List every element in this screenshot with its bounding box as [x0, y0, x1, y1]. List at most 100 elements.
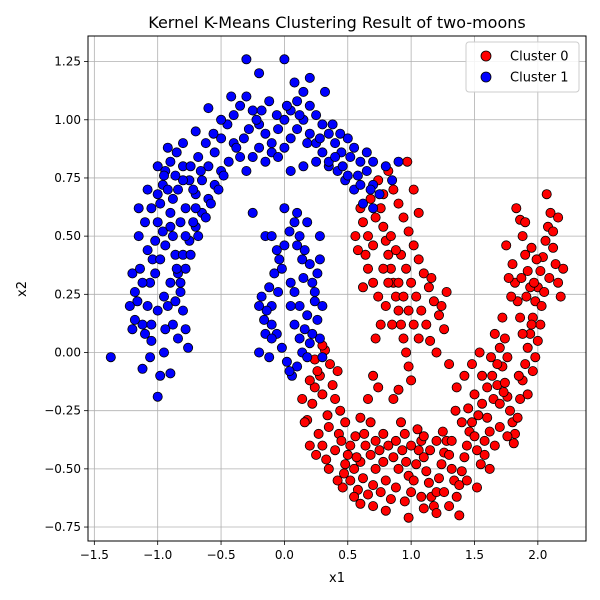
data-point-cluster-0: [485, 352, 496, 363]
data-point-cluster-1: [137, 363, 148, 374]
data-point-cluster-0: [508, 438, 519, 449]
data-point-cluster-0: [393, 277, 404, 288]
data-point-cluster-0: [517, 231, 528, 242]
data-point-cluster-1: [209, 147, 220, 158]
data-point-cluster-1: [180, 203, 191, 214]
data-point-cluster-0: [412, 424, 423, 435]
data-point-cluster-0: [330, 445, 341, 456]
data-point-cluster-1: [314, 254, 325, 265]
data-point-cluster-0: [520, 217, 531, 228]
data-point-cluster-0: [489, 440, 500, 451]
data-point-cluster-1: [323, 128, 334, 139]
data-point-cluster-0: [501, 240, 512, 251]
data-point-cluster-1: [317, 300, 328, 311]
data-point-cluster-1: [155, 198, 166, 209]
data-point-cluster-0: [454, 480, 465, 491]
data-point-cluster-0: [357, 217, 368, 228]
data-point-cluster-1: [349, 142, 360, 153]
data-point-cluster-0: [413, 207, 424, 218]
data-point-cluster-0: [362, 263, 373, 274]
data-point-cluster-0: [535, 319, 546, 330]
data-point-cluster-0: [337, 482, 348, 493]
data-point-cluster-0: [511, 203, 522, 214]
data-point-cluster-0: [408, 240, 419, 251]
data-point-cluster-1: [235, 151, 246, 162]
data-point-cluster-1: [298, 161, 309, 172]
data-point-cluster-1: [374, 189, 385, 200]
data-point-cluster-1: [165, 277, 176, 288]
data-point-cluster-0: [522, 265, 533, 276]
data-point-cluster-1: [193, 151, 204, 162]
data-point-cluster-1: [139, 328, 150, 339]
data-point-cluster-1: [152, 217, 163, 228]
y-tick-label: 0.50: [54, 229, 81, 243]
data-point-cluster-0: [504, 405, 515, 416]
data-point-cluster-0: [482, 412, 493, 423]
data-point-cluster-0: [411, 291, 422, 302]
data-point-cluster-0: [482, 382, 493, 393]
data-point-cluster-0: [418, 431, 429, 442]
data-point-cluster-0: [340, 459, 351, 470]
data-point-cluster-0: [357, 473, 368, 484]
data-point-cluster-0: [378, 263, 389, 274]
data-point-cluster-0: [421, 466, 432, 477]
data-point-cluster-1: [226, 91, 237, 102]
data-point-cluster-0: [322, 410, 333, 421]
data-point-cluster-1: [162, 142, 173, 153]
data-point-cluster-0: [436, 459, 447, 470]
data-point-cluster-1: [243, 124, 254, 135]
data-point-cluster-0: [536, 300, 547, 311]
data-point-cluster-1: [158, 347, 169, 358]
data-point-cluster-0: [365, 417, 376, 428]
data-point-cluster-1: [294, 300, 305, 311]
y-tick-label: 0.25: [54, 287, 81, 301]
data-point-cluster-1: [165, 221, 176, 232]
data-point-cluster-0: [368, 370, 379, 381]
data-point-cluster-1: [150, 268, 161, 279]
data-point-cluster-1: [273, 151, 284, 162]
data-point-cluster-0: [304, 375, 315, 386]
data-point-cluster-0: [507, 259, 518, 270]
data-point-cluster-0: [471, 445, 482, 456]
data-point-cluster-0: [463, 403, 474, 414]
data-point-cluster-1: [281, 356, 292, 367]
data-point-cluster-1: [247, 105, 258, 116]
data-point-cluster-0: [342, 449, 353, 460]
data-point-cluster-1: [205, 198, 216, 209]
data-point-cluster-1: [172, 184, 183, 195]
data-point-cluster-0: [323, 463, 334, 474]
x-tick-label: −0.5: [206, 548, 235, 562]
data-point-cluster-0: [431, 435, 442, 446]
data-point-cluster-0: [390, 245, 401, 256]
data-point-cluster-0: [370, 333, 381, 344]
data-point-cluster-0: [469, 431, 480, 442]
data-point-cluster-1: [195, 165, 206, 176]
data-point-cluster-1: [142, 300, 153, 311]
data-point-cluster-1: [266, 319, 277, 330]
data-point-cluster-1: [330, 138, 341, 149]
data-point-cluster-0: [373, 291, 384, 302]
data-point-cluster-1: [298, 272, 309, 283]
data-point-cluster-1: [127, 268, 138, 279]
data-point-cluster-1: [312, 268, 323, 279]
data-point-cluster-0: [502, 352, 513, 363]
data-point-cluster-0: [368, 501, 379, 512]
data-point-cluster-0: [499, 333, 510, 344]
data-point-cluster-0: [456, 466, 467, 477]
data-point-cluster-0: [370, 463, 381, 474]
data-point-cluster-0: [459, 370, 470, 381]
data-point-cluster-1: [188, 184, 199, 195]
data-point-cluster-1: [139, 217, 150, 228]
y-tick-label: 0.75: [54, 171, 81, 185]
data-point-cluster-1: [196, 175, 207, 186]
data-point-cluster-0: [403, 226, 414, 237]
data-point-cluster-0: [312, 366, 323, 377]
data-point-cluster-0: [393, 384, 404, 395]
data-point-cluster-1: [175, 217, 186, 228]
data-point-cluster-1: [289, 286, 300, 297]
data-point-cluster-1: [330, 151, 341, 162]
data-point-cluster-1: [294, 231, 305, 242]
data-point-cluster-0: [515, 393, 526, 404]
data-point-cluster-1: [177, 138, 188, 149]
